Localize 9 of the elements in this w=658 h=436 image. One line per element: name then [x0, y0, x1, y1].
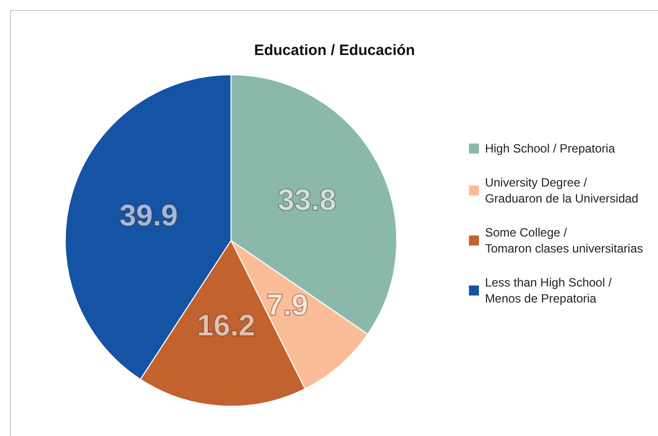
data-label: 7.9	[266, 288, 308, 322]
data-label: 33.8	[278, 184, 336, 217]
data-label: 39.9	[119, 200, 178, 233]
legend-label: University Degree / Graduaron de la Universidad	[484, 176, 638, 206]
chart-title: Education / Educación	[254, 42, 415, 59]
legend-label: Some College / Tomaron clases universitarias	[484, 226, 643, 256]
legend-label: Less than High School / Menos de Prepatoria	[484, 276, 612, 306]
data-label: 16.2	[196, 310, 256, 343]
legend-label: High School / Prepatoria	[484, 142, 616, 156]
